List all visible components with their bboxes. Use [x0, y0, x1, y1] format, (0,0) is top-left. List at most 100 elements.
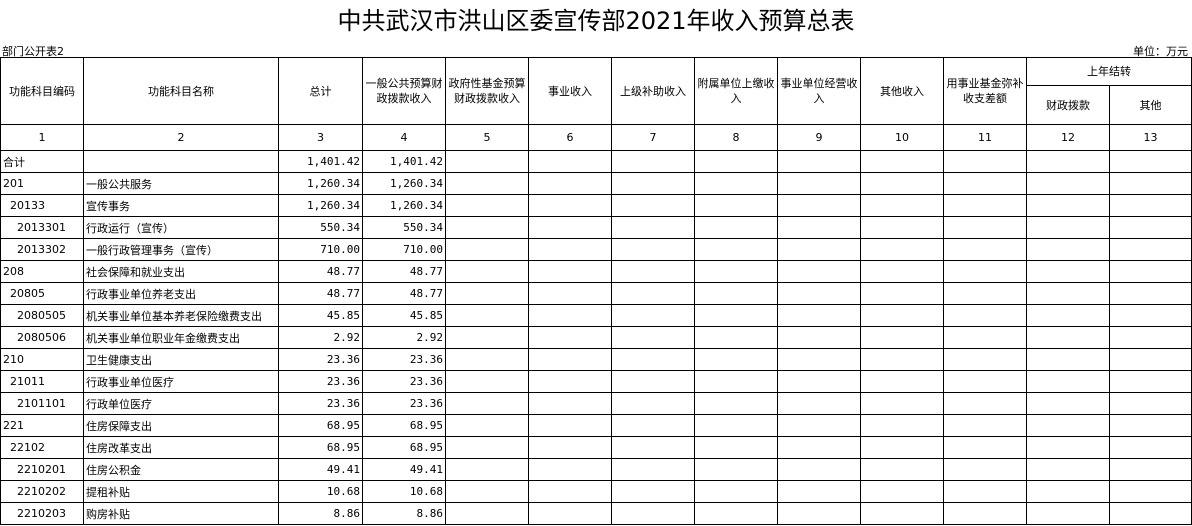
table-row: 22102 住房改革支出 68.95 68.95 [0, 436, 1192, 459]
empty-cell [1109, 216, 1192, 239]
name-cell: 一般行政管理事务（宣传） [83, 238, 279, 261]
empty-cell [777, 216, 861, 239]
table-row: 2013301 行政运行（宣传） 550.34 550.34 [0, 216, 1192, 239]
empty-cell [694, 414, 778, 437]
empty-cell [611, 458, 695, 481]
empty-cell [943, 194, 1027, 217]
empty-cell [694, 238, 778, 261]
empty-cell [1026, 304, 1110, 327]
empty-cell [1109, 370, 1192, 393]
empty-cell [528, 172, 612, 195]
empty-cell [1026, 150, 1110, 173]
empty-cell [777, 194, 861, 217]
empty-cell [860, 502, 944, 525]
empty-cell [694, 370, 778, 393]
general-budget-cell: 23.36 [362, 348, 446, 371]
table-row: 合计 1,401.42 1,401.42 [0, 150, 1192, 173]
empty-cell [1109, 414, 1192, 437]
column-number: 8 [694, 124, 778, 151]
empty-cell [611, 480, 695, 503]
empty-cell [777, 392, 861, 415]
empty-cell [1026, 436, 1110, 459]
empty-cell [611, 194, 695, 217]
empty-cell [528, 260, 612, 283]
empty-cell [445, 238, 529, 261]
empty-cell [1109, 282, 1192, 305]
empty-cell [611, 282, 695, 305]
empty-cell [694, 436, 778, 459]
code-cell: 2013301 [0, 216, 84, 239]
empty-cell [1026, 282, 1110, 305]
empty-cell [777, 282, 861, 305]
empty-cell [528, 326, 612, 349]
empty-cell [1026, 480, 1110, 503]
empty-cell [528, 436, 612, 459]
empty-cell [1026, 414, 1110, 437]
empty-cell [1026, 502, 1110, 525]
code-cell: 221 [0, 414, 84, 437]
empty-cell [528, 238, 612, 261]
empty-cell [694, 304, 778, 327]
empty-cell [445, 414, 529, 437]
empty-cell [1109, 172, 1192, 195]
general-budget-cell: 1,260.34 [362, 194, 446, 217]
name-cell: 行政单位医疗 [83, 392, 279, 415]
empty-cell [1109, 304, 1192, 327]
name-cell: 购房补贴 [83, 502, 279, 525]
empty-cell [1026, 348, 1110, 371]
total-cell: 68.95 [278, 414, 363, 437]
header-cell: 功能科目名称 [83, 57, 279, 125]
empty-cell [1026, 458, 1110, 481]
total-cell: 48.77 [278, 282, 363, 305]
header-cell: 事业单位经营收入 [777, 57, 861, 125]
empty-cell [445, 150, 529, 173]
table-row: 2210201 住房公积金 49.41 49.41 [0, 458, 1192, 481]
table-row: 2080506 机关事业单位职业年金缴费支出 2.92 2.92 [0, 326, 1192, 349]
empty-cell [1109, 458, 1192, 481]
code-cell: 合计 [0, 150, 84, 173]
code-cell: 2080505 [0, 304, 84, 327]
general-budget-cell: 550.34 [362, 216, 446, 239]
empty-cell [611, 216, 695, 239]
empty-cell [1109, 502, 1192, 525]
code-cell: 2013302 [0, 238, 84, 261]
empty-cell [1026, 194, 1110, 217]
empty-cell [528, 458, 612, 481]
total-cell: 23.36 [278, 392, 363, 415]
total-cell: 710.00 [278, 238, 363, 261]
empty-cell [528, 370, 612, 393]
column-number: 11 [943, 124, 1027, 151]
header-cell: 附属单位上缴收入 [694, 57, 778, 125]
empty-cell [943, 370, 1027, 393]
general-budget-cell: 68.95 [362, 436, 446, 459]
total-cell: 45.85 [278, 304, 363, 327]
column-number: 12 [1026, 124, 1110, 151]
empty-cell [445, 194, 529, 217]
header-cell: 政府性基金预算财政拨款收入 [445, 57, 529, 125]
empty-cell [611, 392, 695, 415]
empty-cell [1109, 194, 1192, 217]
name-cell: 提租补贴 [83, 480, 279, 503]
table-row: 208 社会保障和就业支出 48.77 48.77 [0, 260, 1192, 283]
total-cell: 1,260.34 [278, 194, 363, 217]
header-cell: 总计 [278, 57, 363, 125]
empty-cell [694, 502, 778, 525]
empty-cell [777, 502, 861, 525]
empty-cell [777, 172, 861, 195]
empty-cell [860, 304, 944, 327]
empty-cell [445, 216, 529, 239]
empty-cell [1026, 238, 1110, 261]
empty-cell [528, 502, 612, 525]
column-number: 6 [528, 124, 612, 151]
header-cell: 用事业基金弥补收支差额 [943, 57, 1027, 125]
empty-cell [611, 414, 695, 437]
empty-cell [943, 502, 1027, 525]
table-row: 2080505 机关事业单位基本养老保险缴费支出 45.85 45.85 [0, 304, 1192, 327]
code-cell: 2080506 [0, 326, 84, 349]
empty-cell [943, 414, 1027, 437]
table-row: 2013302 一般行政管理事务（宣传） 710.00 710.00 [0, 238, 1192, 261]
empty-cell [860, 238, 944, 261]
empty-cell [1026, 370, 1110, 393]
header-cell: 上级补助收入 [611, 57, 695, 125]
table-row: 20805 行政事业单位养老支出 48.77 48.77 [0, 282, 1192, 305]
